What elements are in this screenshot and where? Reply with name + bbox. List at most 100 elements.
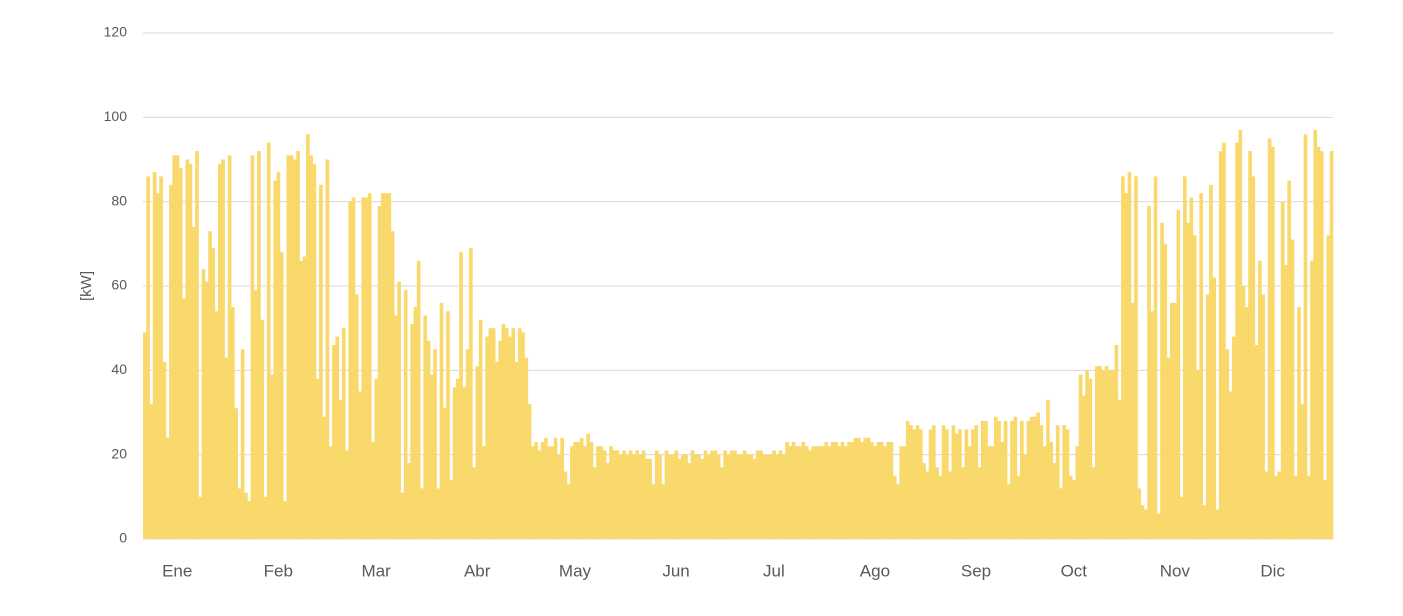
bar — [791, 442, 796, 539]
bar — [619, 454, 623, 539]
bar — [1081, 395, 1086, 539]
bar — [292, 159, 297, 539]
bar — [1290, 239, 1295, 539]
bar — [511, 328, 516, 539]
bar — [302, 256, 307, 539]
bar — [720, 467, 724, 539]
bar — [1205, 294, 1210, 539]
bar — [553, 437, 558, 539]
x-tick-label: Oct — [1061, 561, 1088, 580]
bar — [843, 446, 848, 539]
bar — [469, 248, 473, 540]
bar — [632, 454, 636, 539]
bar — [570, 446, 574, 539]
bar — [322, 416, 326, 539]
bar — [1020, 420, 1024, 539]
bar — [1169, 302, 1174, 539]
bar — [524, 357, 529, 539]
bar — [498, 340, 503, 539]
bar — [1026, 420, 1031, 539]
bar — [667, 454, 672, 539]
bar — [1101, 370, 1106, 539]
bar — [658, 454, 662, 539]
bar — [423, 315, 428, 539]
bar — [198, 496, 203, 539]
bar — [231, 307, 235, 539]
bar — [752, 458, 757, 539]
bar — [664, 450, 669, 539]
bar — [703, 450, 708, 539]
bar — [328, 446, 333, 539]
bar — [182, 298, 186, 539]
x-tick-label: Ago — [860, 561, 890, 580]
bar — [273, 180, 278, 540]
bar — [1006, 484, 1011, 539]
bar — [557, 454, 561, 539]
bar — [1323, 479, 1327, 539]
bar — [1280, 201, 1285, 539]
bar — [364, 197, 369, 539]
bar — [808, 450, 812, 539]
bar — [338, 399, 343, 539]
x-tick-label: Jun — [662, 561, 689, 580]
bar — [798, 446, 802, 539]
bar — [247, 501, 251, 539]
bar — [857, 437, 861, 539]
bar — [283, 501, 287, 539]
bar — [1130, 302, 1135, 539]
y-tick-label: 60 — [111, 277, 127, 293]
bar — [948, 471, 952, 539]
bar — [195, 151, 199, 540]
bar — [693, 454, 698, 539]
bar — [680, 454, 685, 539]
bar — [651, 484, 656, 539]
bar — [478, 319, 483, 539]
bar — [1000, 442, 1005, 539]
bar — [690, 450, 695, 539]
bar — [762, 454, 767, 539]
bar — [1277, 471, 1282, 539]
bar — [1052, 463, 1057, 539]
bar — [710, 450, 714, 539]
bar — [726, 454, 731, 539]
bar — [354, 294, 359, 539]
bar — [237, 488, 242, 539]
x-tick-label: Feb — [264, 561, 293, 580]
bar — [296, 151, 300, 540]
bar — [1042, 446, 1047, 539]
bar — [266, 142, 271, 539]
bar — [1316, 146, 1321, 539]
bar — [765, 454, 770, 539]
bar — [227, 155, 232, 540]
bar — [508, 336, 512, 539]
x-tick-label: Abr — [464, 561, 491, 580]
bar — [544, 437, 548, 539]
bar — [847, 442, 851, 539]
bar — [560, 437, 564, 539]
bar — [951, 425, 956, 539]
bar — [1046, 399, 1050, 539]
bar — [768, 454, 773, 539]
bar — [700, 458, 705, 539]
bar — [605, 463, 610, 539]
bar — [674, 450, 679, 539]
bar — [530, 446, 535, 539]
bar — [628, 450, 633, 539]
bar — [289, 155, 294, 540]
bar — [1189, 197, 1194, 539]
bar — [367, 193, 372, 539]
bar — [1274, 475, 1278, 539]
bar — [1306, 475, 1311, 539]
bar — [260, 319, 265, 539]
bar — [175, 155, 180, 540]
bar — [400, 492, 405, 539]
bar — [309, 155, 313, 540]
x-tick-label: Sep — [961, 561, 991, 580]
bar — [221, 159, 225, 539]
bar — [540, 442, 545, 539]
bar — [1036, 412, 1040, 539]
bar — [146, 176, 150, 539]
bar — [817, 446, 822, 539]
bar — [156, 193, 160, 539]
